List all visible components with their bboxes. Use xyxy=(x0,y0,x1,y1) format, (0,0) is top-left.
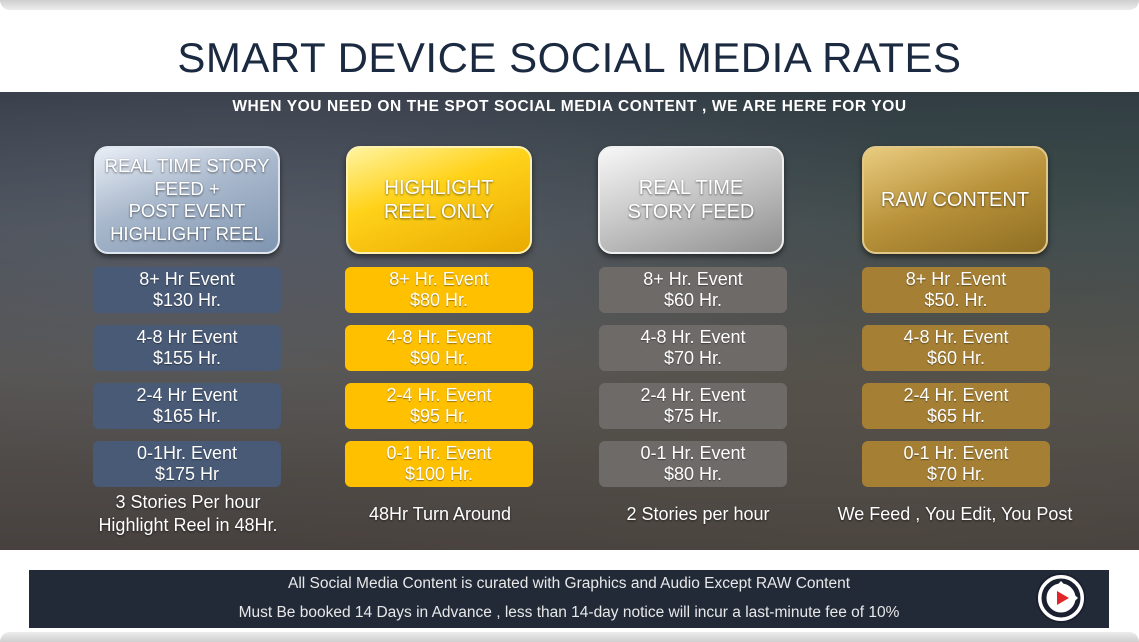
rate-event: 4-8 Hr. Event xyxy=(640,327,746,347)
package-header-raw-content: RAW CONTENT xyxy=(862,146,1048,254)
rate-price: $80 Hr. xyxy=(409,290,469,310)
rate-price: $60 Hr. xyxy=(926,348,986,368)
rate-price: $175 Hr xyxy=(154,464,220,484)
rate-price: $65 Hr. xyxy=(926,406,986,426)
footer-banner: All Social Media Content is curated with… xyxy=(29,570,1109,628)
rate-event: 8+ Hr .Event xyxy=(905,269,1007,289)
rate-event: 0-1Hr. Event xyxy=(136,443,238,463)
footer-line-curation: All Social Media Content is curated with… xyxy=(287,575,850,592)
package-note: 48Hr Turn Around xyxy=(368,504,512,524)
rate-price: $70 Hr. xyxy=(926,464,986,484)
rate-event: 0-1 Hr. Event xyxy=(903,443,1009,463)
rate-event: 2-4 Hr. Event xyxy=(386,385,492,405)
package-header-story-plus-reel: REAL TIME STORY FEED + POST EVENT HIGHLI… xyxy=(94,146,280,254)
rate-cell: 0-1 Hr. Event $100 Hr. xyxy=(345,441,533,487)
page-title: SMART DEVICE SOCIAL MEDIA RATES xyxy=(177,34,962,81)
rate-cell: 0-1 Hr. Event $70 Hr. xyxy=(862,441,1050,487)
rate-price: $50. Hr. xyxy=(924,290,988,310)
rate-cell: 8+ Hr .Event $50. Hr. xyxy=(862,267,1050,313)
rate-cell: 4-8 Hr. Event $70 Hr. xyxy=(599,325,787,371)
rate-price: $70 Hr. xyxy=(663,348,723,368)
rate-price: $75 Hr. xyxy=(663,406,723,426)
package-note: 2 Stories per hour xyxy=(626,504,770,524)
rate-event: 8+ Hr. Event xyxy=(389,269,489,289)
rate-cell: 4-8 Hr Event $155 Hr. xyxy=(93,325,281,371)
rate-cell: 2-4 Hr. Event $65 Hr. xyxy=(862,383,1050,429)
rate-price: $95 Hr. xyxy=(409,406,469,426)
rate-cell: 8+ Hr. Event $80 Hr. xyxy=(345,267,533,313)
package-header-story-feed: REAL TIME STORY FEED xyxy=(598,146,784,254)
rate-price: $90 Hr. xyxy=(409,348,469,368)
rate-event: 0-1 Hr. Event xyxy=(386,443,492,463)
footer-line-booking: Must Be booked 14 Days in Advance , less… xyxy=(238,604,900,621)
rate-event: 8+ Hr Event xyxy=(139,269,235,289)
rate-price: $80 Hr. xyxy=(663,464,723,484)
rate-price: $155 Hr. xyxy=(152,348,222,368)
rate-cell: 4-8 Hr. Event $60 Hr. xyxy=(862,325,1050,371)
rate-event: 2-4 Hr Event xyxy=(136,385,238,405)
rate-price: $100 Hr. xyxy=(404,464,474,484)
camera-play-logo-icon xyxy=(1036,573,1086,623)
rate-cell: 4-8 Hr. Event $90 Hr. xyxy=(345,325,533,371)
rate-event: 2-4 Hr. Event xyxy=(640,385,746,405)
package-note: We Feed , You Edit, You Post xyxy=(837,504,1073,524)
rate-cell: 0-1 Hr. Event $80 Hr. xyxy=(599,441,787,487)
top-decorative-bar xyxy=(0,0,1139,10)
rate-cell: 2-4 Hr Event $165 Hr. xyxy=(93,383,281,429)
package-note: 3 Stories Per hour Highlight Reel in 48H… xyxy=(98,492,278,535)
package-header-highlight-reel: HIGHLIGHT REEL ONLY xyxy=(346,146,532,254)
rate-event: 4-8 Hr Event xyxy=(136,327,238,347)
rate-event: 8+ Hr. Event xyxy=(643,269,743,289)
rate-cell: 0-1Hr. Event $175 Hr xyxy=(93,441,281,487)
rate-event: 4-8 Hr. Event xyxy=(903,327,1009,347)
page-subtitle: WHEN YOU NEED ON THE SPOT SOCIAL MEDIA C… xyxy=(232,98,907,115)
camera-play-logo-svg xyxy=(1041,578,1081,618)
rate-event: 2-4 Hr. Event xyxy=(903,385,1009,405)
rate-event: 0-1 Hr. Event xyxy=(640,443,746,463)
rate-cell: 2-4 Hr. Event $95 Hr. xyxy=(345,383,533,429)
rate-price: $165 Hr. xyxy=(152,406,222,426)
rate-cell: 2-4 Hr. Event $75 Hr. xyxy=(599,383,787,429)
rate-price: $60 Hr. xyxy=(663,290,723,310)
rate-price: $130 Hr. xyxy=(152,290,222,310)
rate-cell: 8+ Hr. Event $60 Hr. xyxy=(599,267,787,313)
rate-event: 4-8 Hr. Event xyxy=(386,327,492,347)
rate-cell: 8+ Hr Event $130 Hr. xyxy=(93,267,281,313)
bottom-decorative-bar xyxy=(0,632,1139,642)
